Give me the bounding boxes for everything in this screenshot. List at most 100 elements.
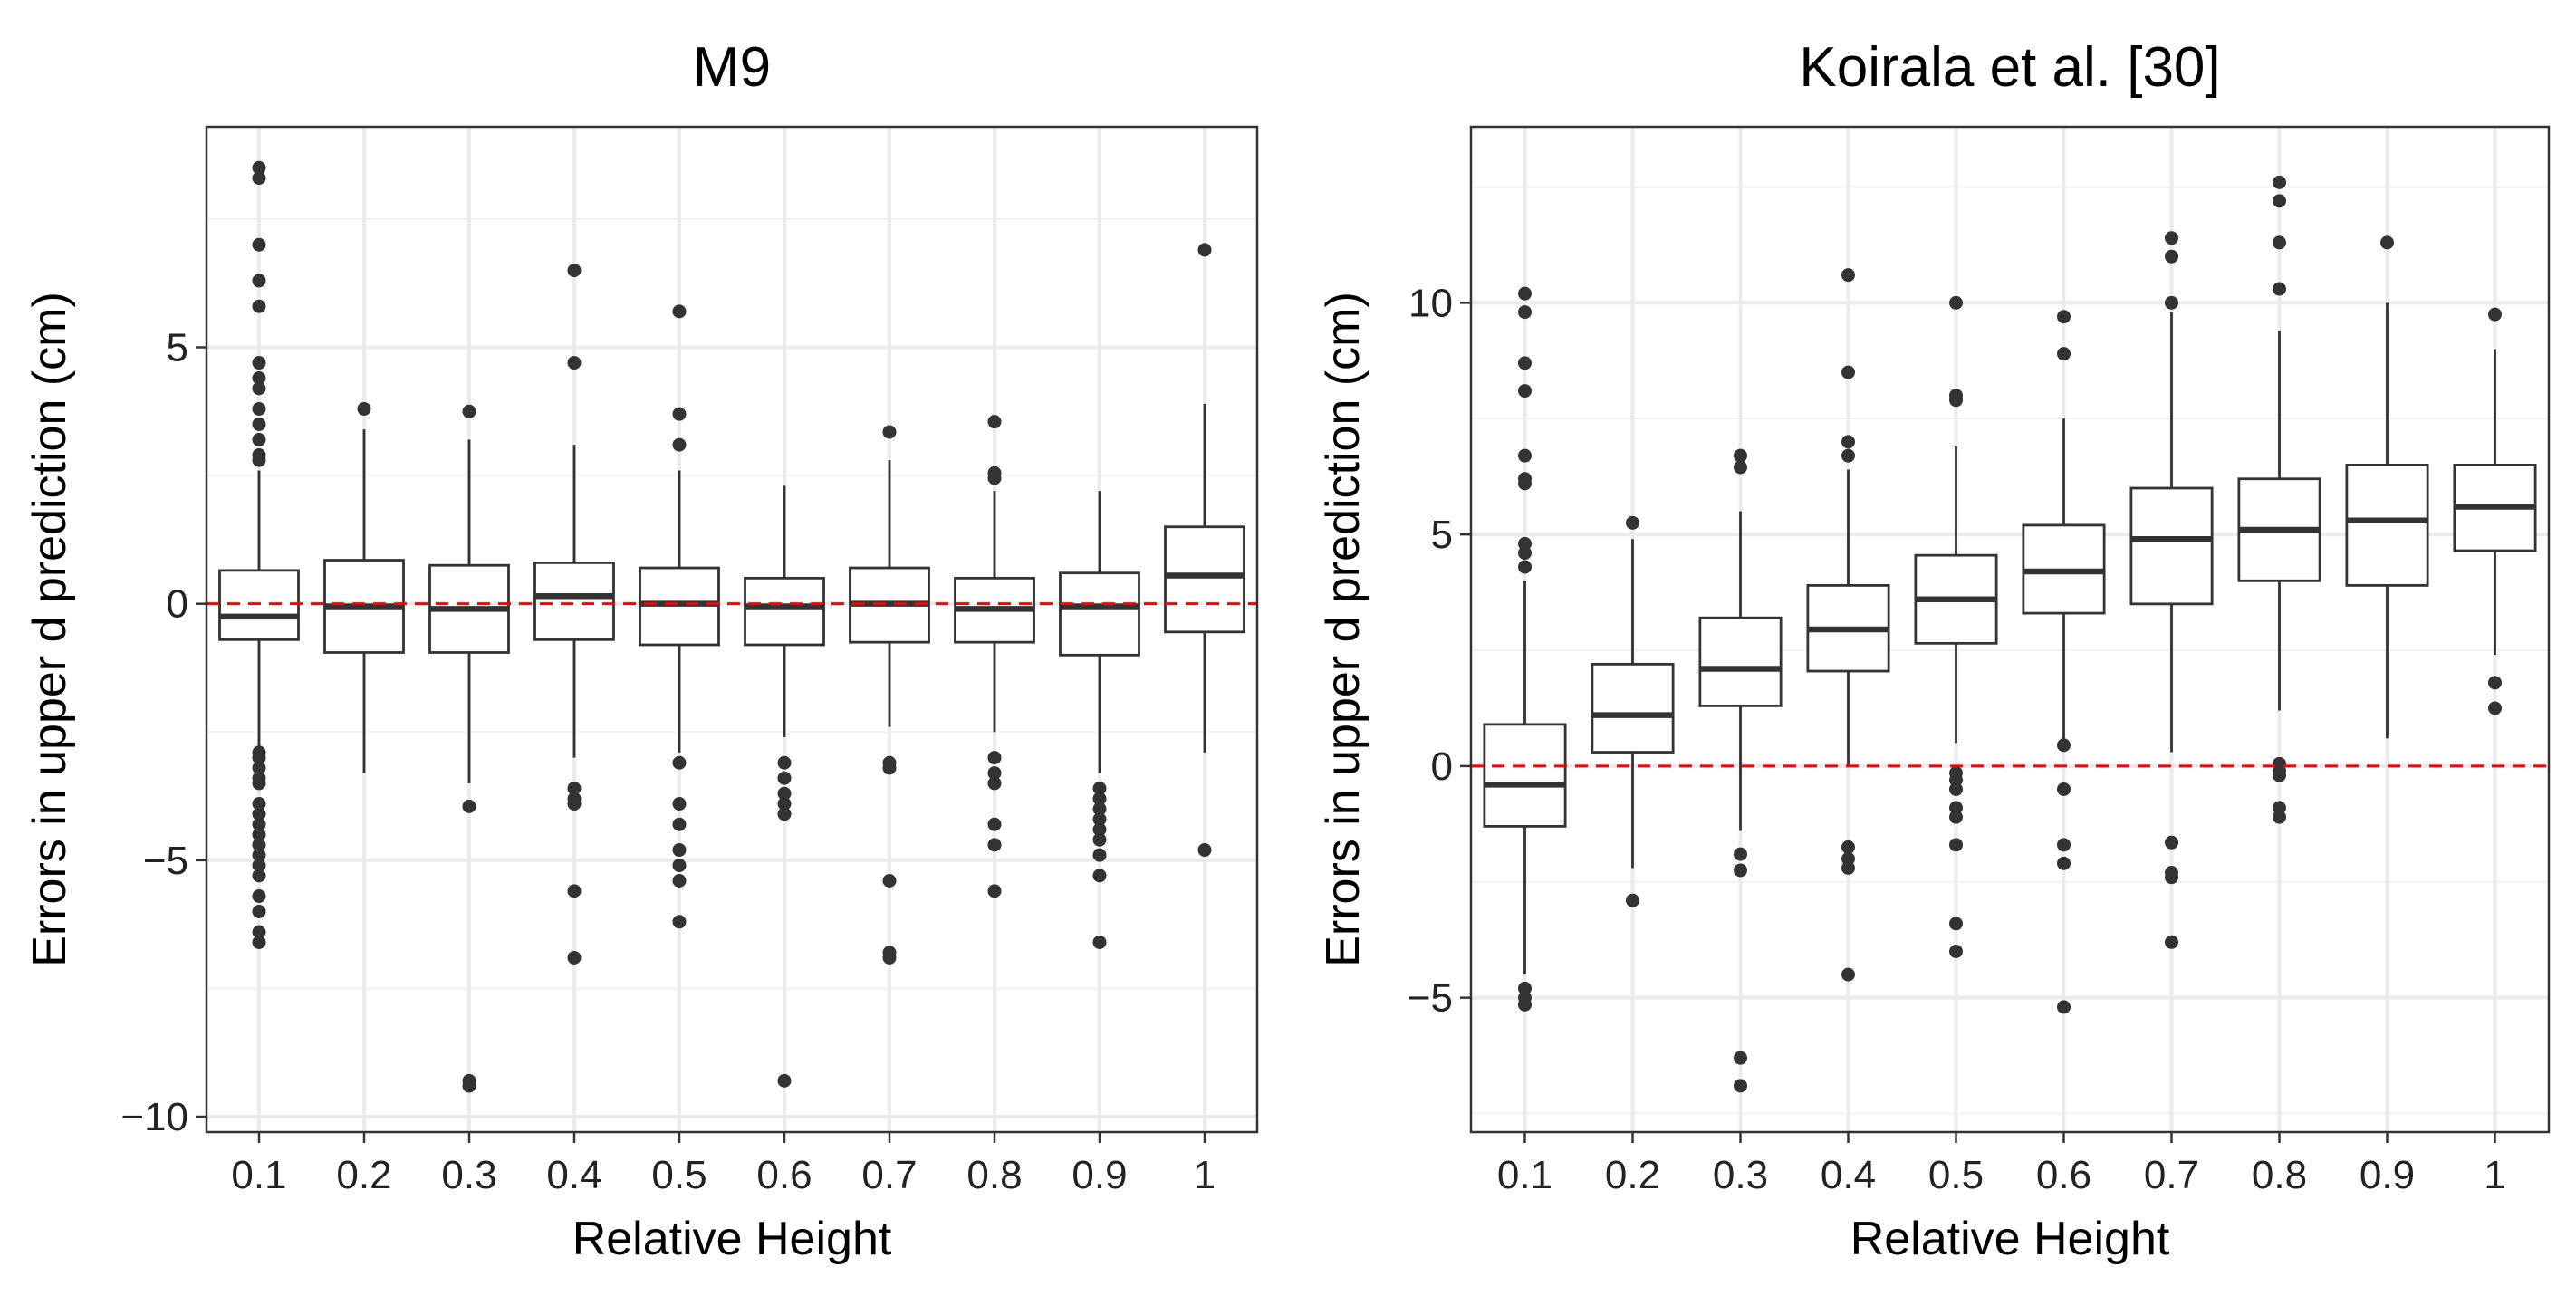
outlier-point [672, 874, 687, 888]
box-0.4 [1806, 268, 1890, 982]
iqr-box [1164, 525, 1245, 634]
x-tick-label: 0.8 [2252, 1153, 2307, 1197]
outlier-point [1949, 393, 1963, 408]
outlier-point [2057, 310, 2071, 324]
x-tick-label: 0.8 [966, 1153, 1022, 1197]
box-1 [2453, 307, 2537, 715]
x-axis-label: Relative Height [572, 1213, 892, 1265]
outlier-point [882, 425, 897, 439]
box-0.9 [1059, 491, 1140, 949]
outlier-point [1949, 295, 1963, 310]
outlier-point [2057, 838, 2071, 852]
outlier-point [672, 817, 687, 831]
outlier-point [882, 950, 897, 965]
outlier-point [2380, 235, 2394, 250]
outlier-point [1092, 869, 1107, 883]
outlier-point [882, 761, 897, 775]
outlier-point [1949, 782, 1963, 796]
iqr-box [1059, 571, 1140, 657]
outlier-point [987, 776, 1002, 791]
outlier-point [252, 776, 266, 791]
outlier-point [2273, 175, 2286, 189]
iqr-box [1591, 662, 1675, 754]
outlier-point [252, 401, 266, 416]
outlier-point [987, 817, 1002, 831]
outlier-point [1734, 1079, 1747, 1093]
outlier-point [252, 828, 266, 842]
box-0.3 [428, 404, 510, 1093]
outlier-point [1518, 305, 1532, 320]
box-0.6 [2022, 310, 2106, 1014]
outlier-point [2488, 676, 2502, 690]
outlier-point [777, 797, 792, 811]
box-0.8 [2237, 175, 2321, 824]
outlier-point [252, 817, 266, 831]
iqr-box [2345, 464, 2429, 587]
outlier-point [1518, 448, 1532, 463]
outlier-point [1949, 945, 1963, 959]
outlier-point [1197, 243, 1212, 257]
outlier-point [2273, 768, 2286, 782]
box-0.8 [954, 415, 1035, 898]
outlier-point [252, 299, 266, 313]
outlier-point [987, 884, 1002, 898]
panel-title: Koirala et al. [30] [1799, 36, 2220, 99]
outlier-point [252, 751, 266, 765]
outlier-point [1197, 843, 1212, 858]
x-tick-label: 0.5 [1928, 1153, 1984, 1197]
outlier-point [1841, 268, 1855, 283]
x-axis: 0.1 0.2 0.3 0.4 0.5 0.6 0.7 0.8 0.9 1 [1497, 1132, 2506, 1197]
outlier-point [462, 799, 476, 813]
outlier-point [252, 171, 266, 186]
outlier-point [777, 755, 792, 770]
x-tick-label: 1 [2484, 1153, 2505, 1197]
outlier-point [2165, 249, 2178, 264]
y-tick-label: 0 [167, 582, 188, 627]
outlier-point [252, 848, 266, 862]
box-0.2 [323, 401, 405, 773]
plot-frame [1469, 125, 2551, 1134]
outlier-point [1734, 863, 1747, 878]
outlier-point [252, 859, 266, 873]
box-0.5 [639, 304, 720, 929]
outlier-point [2273, 810, 2286, 824]
outlier-point [1092, 848, 1107, 862]
outlier-point [2165, 935, 2178, 949]
outlier-point [672, 797, 687, 811]
box-0.5 [1914, 295, 1998, 959]
outlier-point [252, 432, 266, 446]
outlier-point [672, 304, 687, 319]
outlier-point [252, 925, 266, 939]
outlier-point [2057, 782, 2071, 796]
outlier-point [987, 471, 1002, 485]
outlier-point [1518, 384, 1532, 398]
x-axis: 0.1 0.2 0.3 0.4 0.5 0.6 0.7 0.8 0.9 1 [231, 1132, 1216, 1197]
outlier-point [2488, 701, 2502, 715]
x-tick-label: 0.2 [1605, 1153, 1660, 1197]
box-0.7 [849, 425, 930, 965]
outlier-point [2165, 231, 2178, 245]
box-0.3 [1698, 448, 1783, 1093]
x-tick-label: 0.1 [231, 1153, 286, 1197]
iqr-box [1483, 723, 1567, 828]
outlier-point [672, 915, 687, 929]
outlier-point [672, 437, 687, 452]
outlier-point [1092, 812, 1107, 827]
outlier-point [252, 838, 266, 852]
outlier-point [2057, 347, 2071, 361]
outlier-point [1841, 435, 1855, 449]
outlier-point [1734, 460, 1747, 475]
outlier-point [1518, 356, 1532, 370]
outlier-point [1949, 810, 1963, 824]
y-tick-label: −5 [143, 839, 188, 883]
outlier-point [1518, 286, 1532, 301]
outlier-point [567, 782, 582, 796]
y-axis-label: Errors in upper d prediction (cm) [1317, 292, 1370, 967]
x-tick-label: 0.6 [2036, 1153, 2091, 1197]
outlier-point [1092, 832, 1107, 847]
y-tick-label: 5 [167, 326, 188, 370]
y-axis: −10 −5 0 5 [120, 326, 207, 1139]
x-tick-label: 0.4 [1821, 1153, 1876, 1197]
y-axis: −5 0 5 10 [1408, 281, 1471, 1021]
y-tick-label: 10 [1408, 281, 1453, 325]
